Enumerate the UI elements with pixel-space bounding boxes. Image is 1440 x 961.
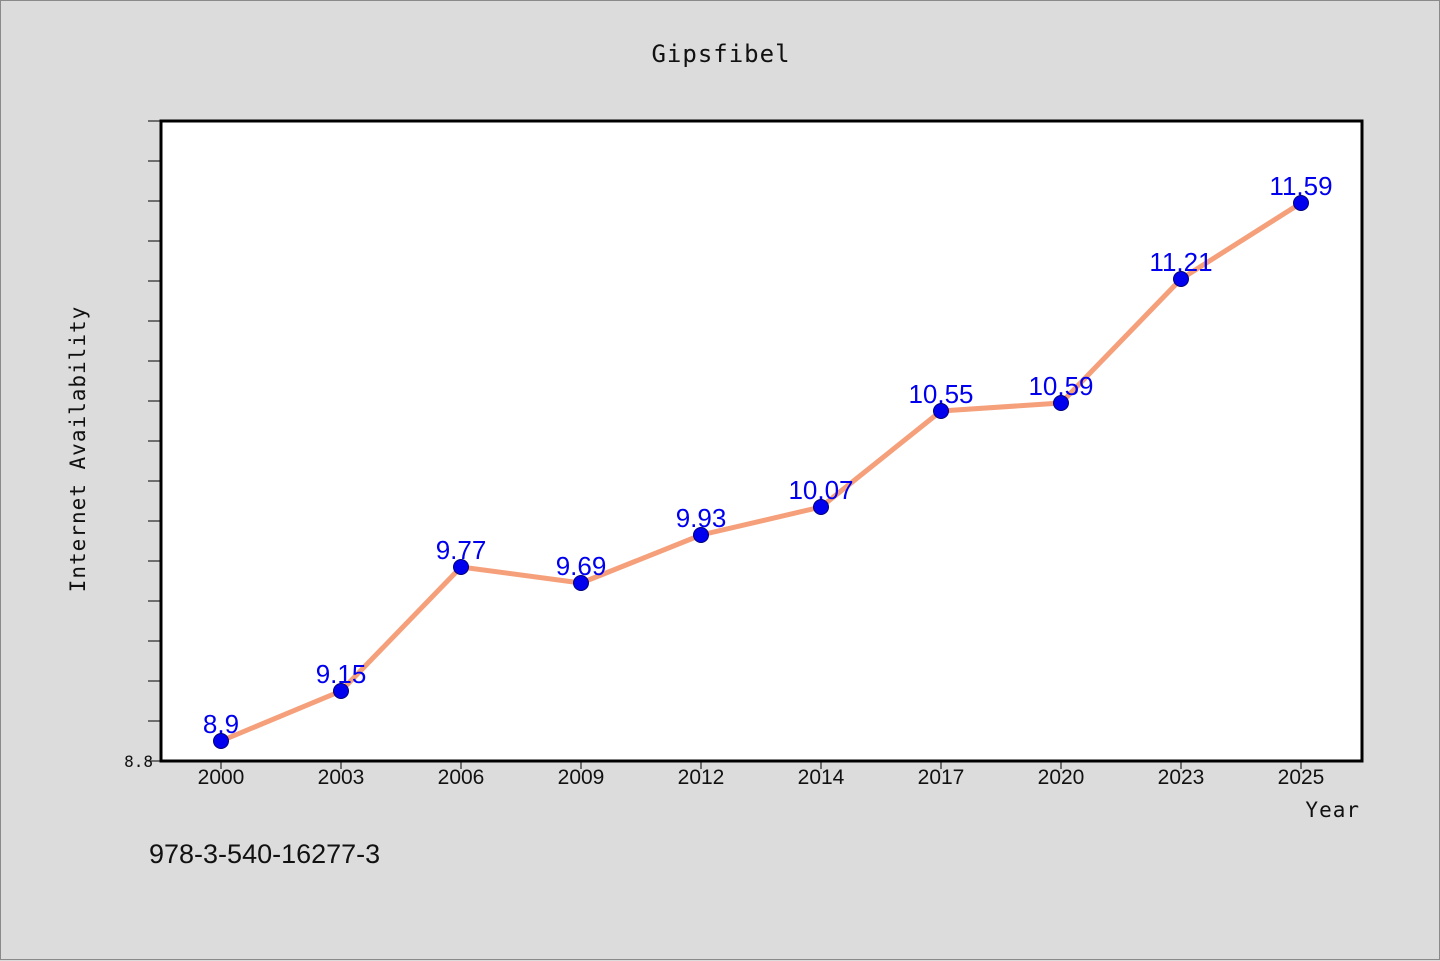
- x-axis-ticks: [220, 761, 1302, 769]
- x-tick-label: 2017: [918, 766, 965, 789]
- isbn-footer: 978-3-540-16277-3: [149, 839, 380, 869]
- x-tick-label: 2023: [1158, 766, 1205, 789]
- data-point: [333, 683, 349, 699]
- data-label: 10.07: [788, 475, 853, 505]
- data-label: 9.77: [436, 535, 487, 565]
- data-label: 9.15: [316, 659, 367, 689]
- y-axis-label: Internet Availability: [66, 306, 90, 593]
- data-label: 10.55: [908, 379, 973, 409]
- data-label: 8.9: [203, 709, 239, 739]
- x-tick-label: 2012: [678, 766, 725, 789]
- x-tick-label: 2006: [438, 766, 485, 789]
- data-point: [693, 527, 709, 543]
- plot-area: [159, 119, 1364, 763]
- series-line: [218, 200, 1304, 744]
- x-tick-label: 2000: [198, 766, 245, 789]
- series-layer: 8.9 9.15 9.77 9.69 9.93 10.07 10.55 10.59 11.21 1…: [203, 171, 1333, 749]
- data-label: 9.69: [556, 551, 607, 581]
- data-point: [933, 403, 949, 419]
- y-tick-label: 8.8: [124, 752, 153, 771]
- data-point: [213, 733, 229, 749]
- data-point: [1293, 195, 1309, 211]
- y-axis-ticks: [148, 120, 161, 762]
- data-point: [1053, 395, 1069, 411]
- chart-title: Gipsfibel: [651, 40, 790, 68]
- data-point: [573, 575, 589, 591]
- x-axis-label: Year: [1305, 798, 1360, 822]
- x-tick-label: 2003: [318, 766, 365, 789]
- data-label: 11.59: [1269, 171, 1332, 201]
- x-tick-labels: 2000 2003 2006 2009 2012 2014 2017 2020 2023 2025: [198, 766, 1325, 789]
- data-point: [813, 499, 829, 515]
- data-point: [1173, 271, 1189, 287]
- data-label: 10.59: [1028, 371, 1093, 401]
- data-label: 9.93: [676, 503, 727, 533]
- x-tick-label: 2020: [1038, 766, 1085, 789]
- x-tick-label: 2009: [558, 766, 605, 789]
- data-label: 11.21: [1149, 247, 1212, 277]
- x-tick-label: 2025: [1278, 766, 1325, 789]
- x-tick-label: 2014: [798, 766, 845, 789]
- data-point: [453, 559, 469, 575]
